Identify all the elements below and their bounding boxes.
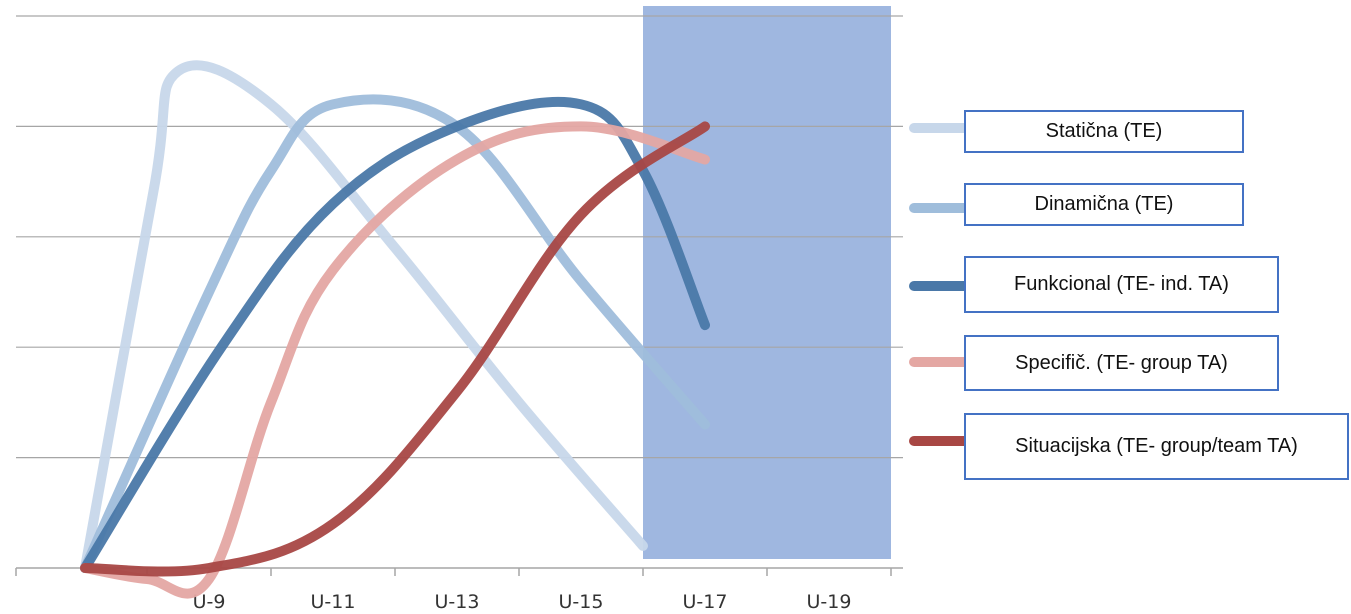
legend-item-5: Situacijska (TE- group/team TA): [964, 413, 1349, 480]
legend-item-2: Dinamična (TE): [964, 183, 1244, 226]
series-line-2: [80, 94, 710, 573]
x-tick-label: U-19: [807, 591, 852, 613]
x-tick-label: U-13: [435, 591, 480, 613]
highlight-band: [643, 6, 891, 559]
series-line-3: [80, 96, 710, 573]
legend-item-1: Statična (TE): [964, 110, 1244, 153]
series-line-4: [80, 121, 710, 599]
x-tick-label: U-15: [559, 591, 604, 613]
series-line-1: [80, 60, 648, 573]
legend-item-4: Specifič. (TE- group TA): [964, 335, 1279, 391]
x-tick-label: U-17: [683, 591, 728, 613]
x-tick-label: U-9: [193, 591, 226, 613]
legend-item-3: Funkcional (TE- ind. TA): [964, 256, 1279, 313]
series-line-5: [80, 121, 710, 577]
x-tick-label: U-11: [311, 591, 356, 613]
